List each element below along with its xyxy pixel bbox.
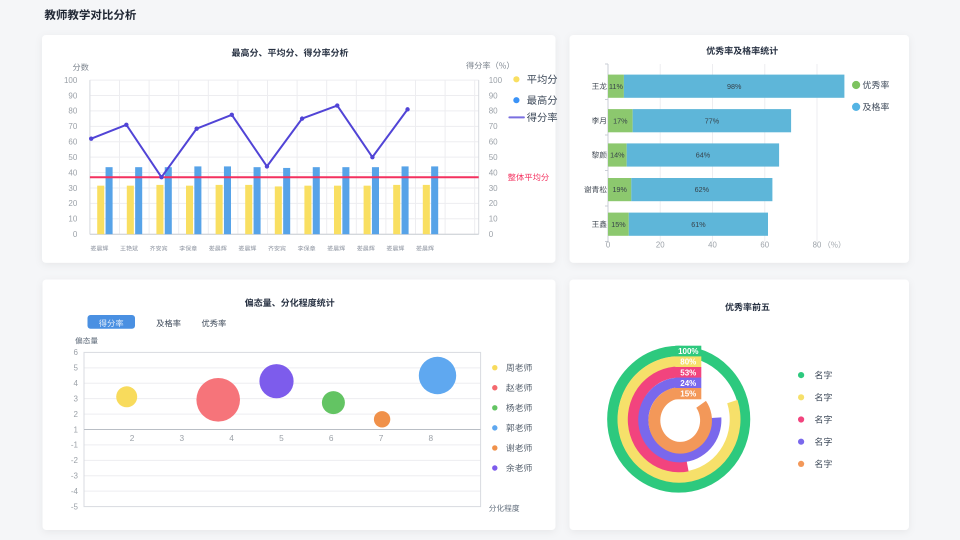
svg-text:24%: 24% <box>680 379 696 388</box>
svg-text:2: 2 <box>74 410 79 419</box>
svg-text:4: 4 <box>74 379 79 388</box>
svg-text:80: 80 <box>813 241 822 250</box>
svg-text:10: 10 <box>68 215 77 224</box>
svg-text:60: 60 <box>68 138 77 147</box>
svg-text:80: 80 <box>489 107 498 116</box>
svg-text:5: 5 <box>279 433 284 443</box>
svg-text:10: 10 <box>489 215 498 224</box>
svg-text:3: 3 <box>74 394 79 403</box>
svg-text:30: 30 <box>489 184 498 193</box>
svg-text:20: 20 <box>656 241 665 250</box>
svg-text:3: 3 <box>179 433 184 443</box>
svg-text:50: 50 <box>68 153 77 162</box>
svg-text:90: 90 <box>489 91 498 100</box>
svg-text:6: 6 <box>74 348 79 357</box>
svg-text:19%: 19% <box>612 185 627 194</box>
svg-text:7: 7 <box>379 433 384 443</box>
svg-text:30: 30 <box>68 184 77 193</box>
svg-text:11%: 11% <box>609 82 623 91</box>
svg-text:15%: 15% <box>611 220 626 229</box>
svg-text:100%: 100% <box>678 347 698 356</box>
svg-text:-1: -1 <box>71 441 79 450</box>
svg-text:5: 5 <box>74 364 79 373</box>
svg-text:50: 50 <box>489 153 498 162</box>
svg-text:0: 0 <box>606 241 611 250</box>
svg-text:70: 70 <box>68 122 77 131</box>
svg-text:20: 20 <box>68 199 77 208</box>
svg-text:62%: 62% <box>695 185 710 194</box>
svg-text:1: 1 <box>74 425 79 434</box>
svg-text:-5: -5 <box>71 502 79 511</box>
svg-text:60: 60 <box>760 241 769 250</box>
svg-text:80: 80 <box>68 107 77 116</box>
svg-text:90: 90 <box>68 91 77 100</box>
svg-text:20: 20 <box>489 199 498 208</box>
svg-text:8: 8 <box>428 433 433 443</box>
svg-text:0: 0 <box>489 230 494 239</box>
svg-text:-3: -3 <box>71 472 79 481</box>
svg-text:4: 4 <box>229 433 234 443</box>
svg-text:-4: -4 <box>71 487 79 496</box>
svg-text:15%: 15% <box>680 390 696 399</box>
svg-text:0: 0 <box>73 230 78 239</box>
svg-text:40: 40 <box>708 241 717 250</box>
svg-text:100: 100 <box>489 76 503 85</box>
svg-text:2: 2 <box>130 433 135 443</box>
svg-text:17%: 17% <box>613 116 628 125</box>
svg-text:53%: 53% <box>680 368 696 377</box>
svg-text:70: 70 <box>489 122 498 131</box>
svg-text:100: 100 <box>64 76 78 85</box>
svg-text:61%: 61% <box>691 220 706 229</box>
svg-text:80%: 80% <box>680 358 696 367</box>
svg-text:98%: 98% <box>727 82 742 91</box>
svg-text:6: 6 <box>329 433 334 443</box>
svg-text:64%: 64% <box>696 151 711 160</box>
svg-text:60: 60 <box>489 138 498 147</box>
svg-text:40: 40 <box>489 168 498 177</box>
svg-text:77%: 77% <box>705 116 720 125</box>
svg-text:40: 40 <box>68 168 77 177</box>
svg-text:-2: -2 <box>71 456 79 465</box>
svg-text:14%: 14% <box>610 151 625 160</box>
